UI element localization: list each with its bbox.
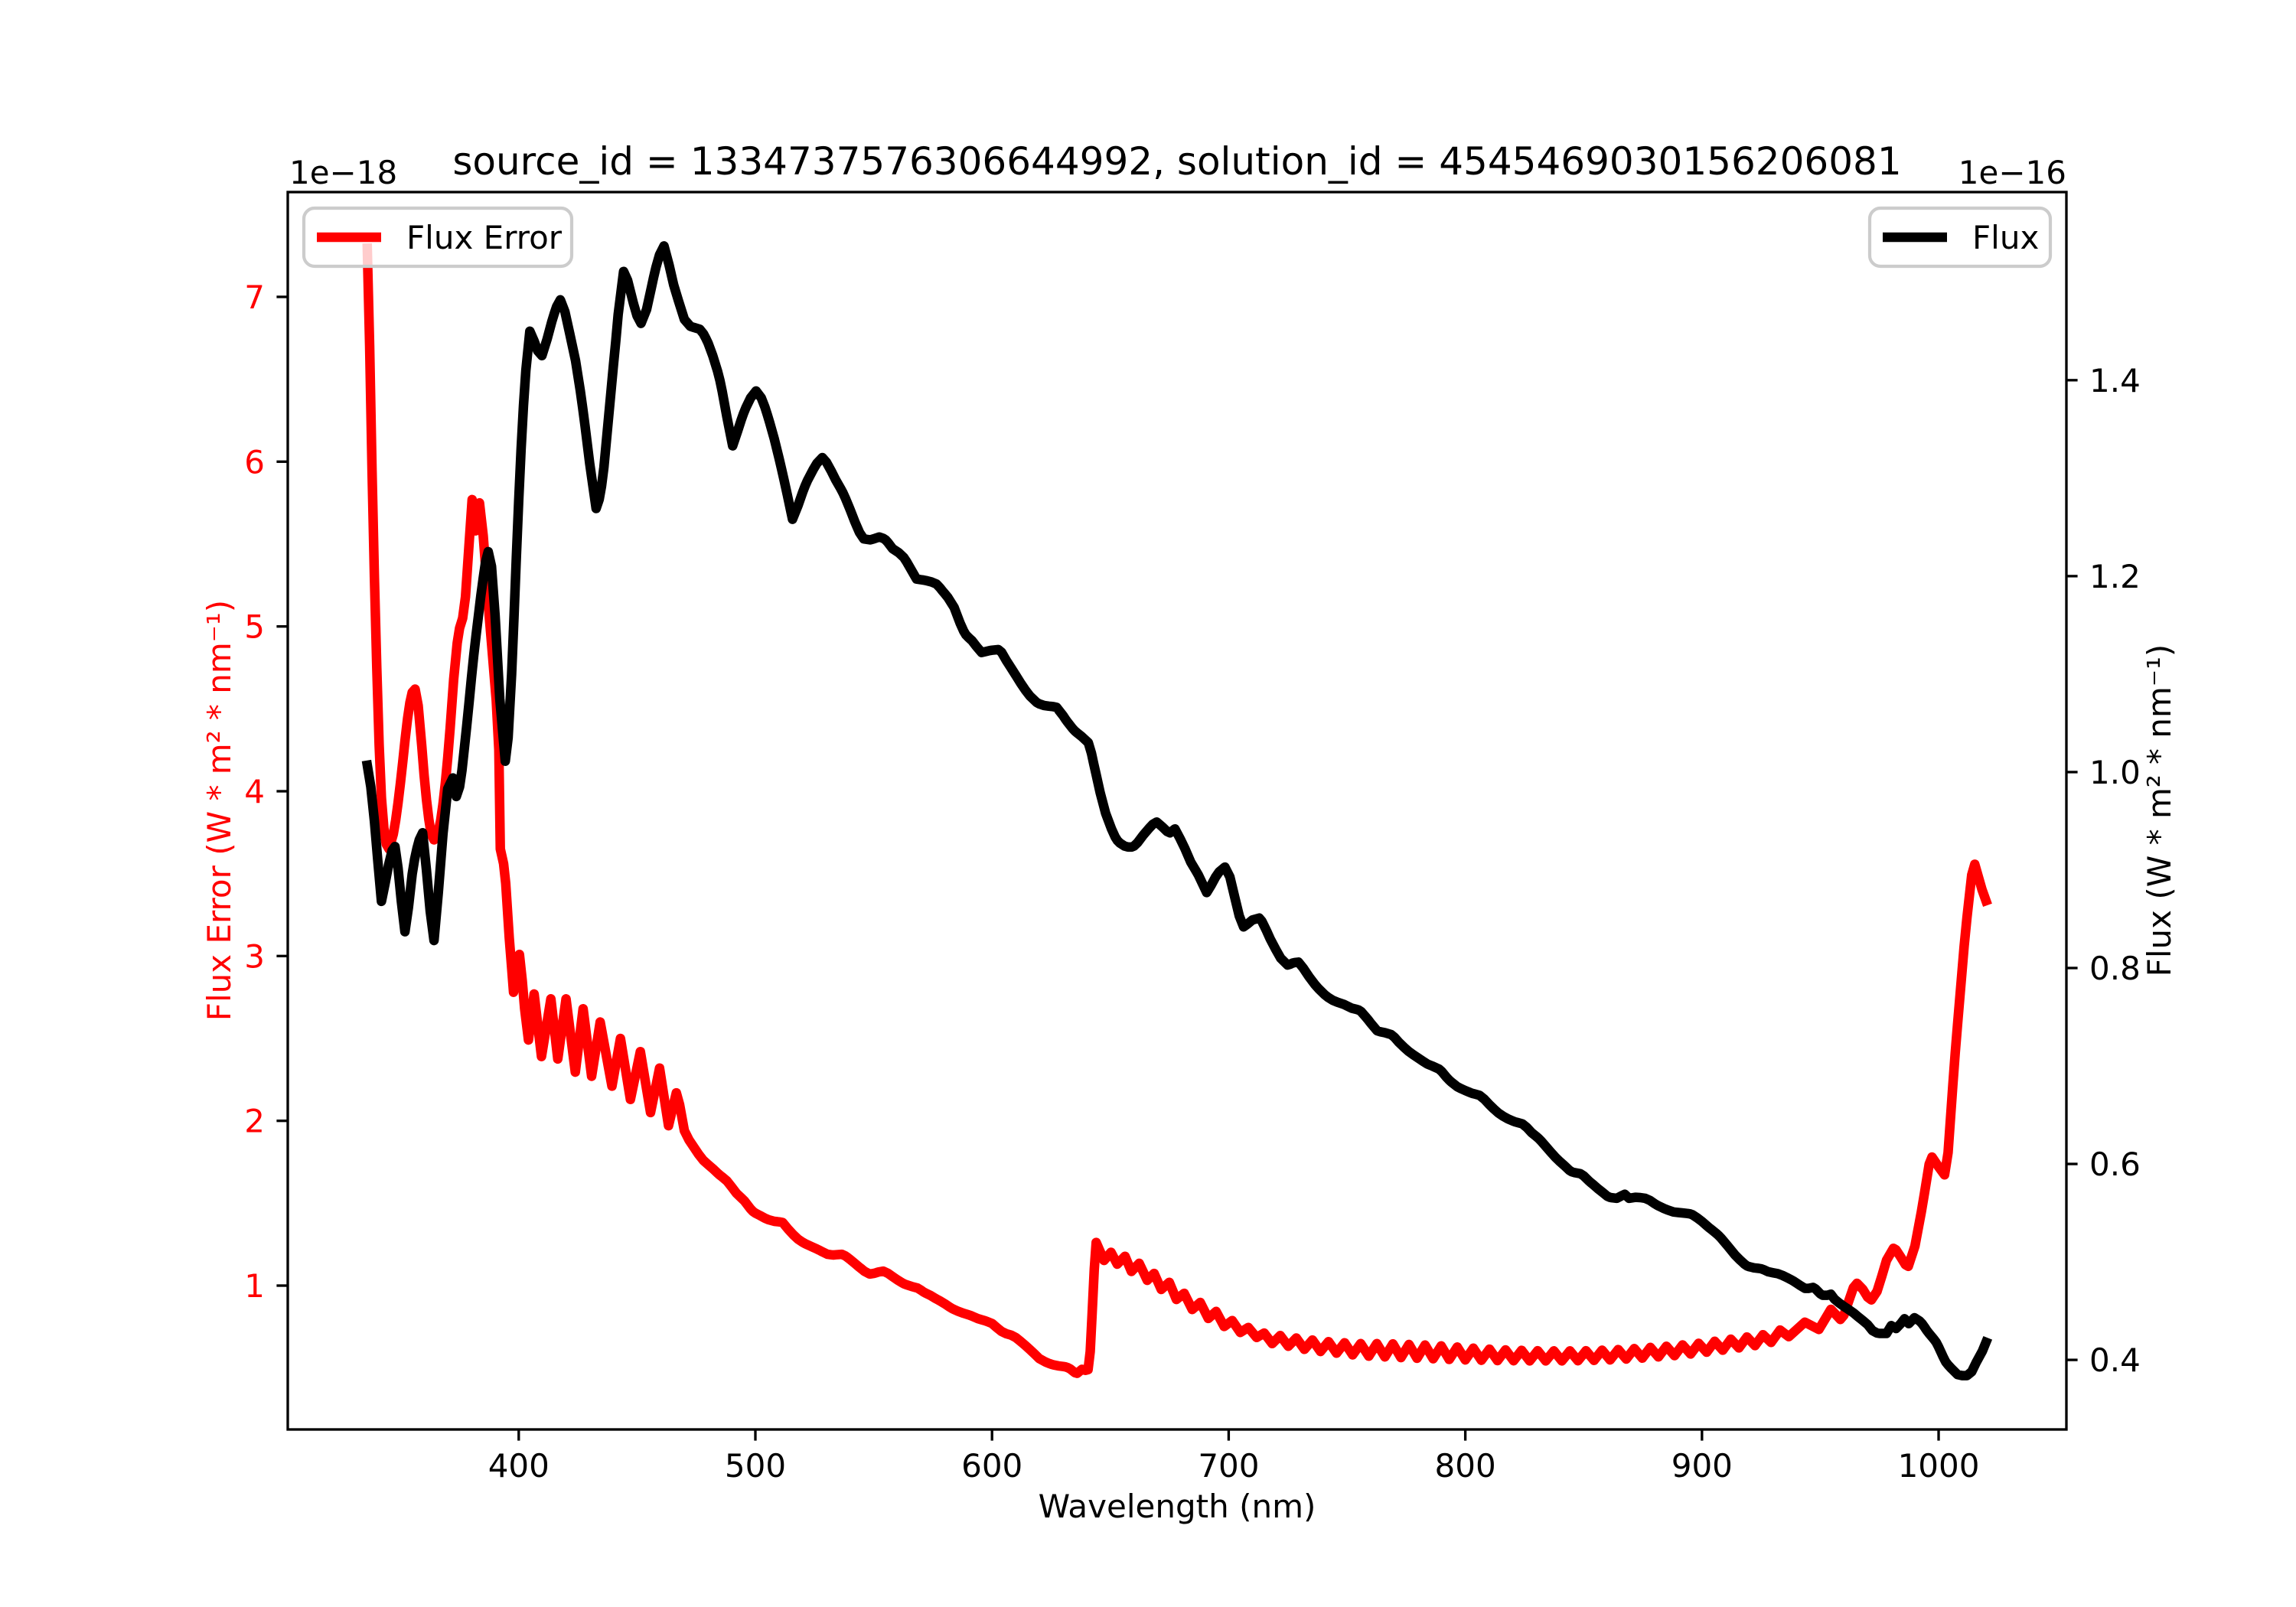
y-tick-label-left: 5: [244, 608, 265, 646]
y-tick-label-left: 2: [244, 1103, 265, 1140]
y-axis-label-right: Flux (W * m² * nm⁻¹): [2141, 644, 2178, 977]
x-tick-label: 900: [1671, 1447, 1733, 1485]
x-tick-label: 400: [488, 1447, 550, 1485]
y-tick-label-right: 0.4: [2089, 1341, 2141, 1379]
chart-title: source_id = 1334737576306644992, solutio…: [452, 139, 1901, 184]
y-tick-label-left: 4: [244, 773, 265, 810]
x-axis-label: Wavelength (nm): [1039, 1488, 1316, 1525]
legend-flux-box: [1867, 206, 2053, 269]
legend-flux-error: Flux Error: [302, 206, 574, 269]
y-axis-label-left: Flux Error (W * m² * nm⁻¹): [201, 600, 238, 1021]
x-tick-label: 600: [961, 1447, 1022, 1485]
offset-text-right: 1e−16: [1958, 154, 2066, 191]
x-tick-label: 800: [1435, 1447, 1496, 1485]
offset-text-left: 1e−18: [289, 154, 397, 191]
axes-frame: [286, 191, 2068, 1431]
y-tick-label-left: 1: [244, 1267, 265, 1305]
x-ticks: 400 500 600 700 800 900 1000: [488, 1429, 1980, 1485]
legend-flux-label: Flux: [1972, 219, 2039, 256]
y-tick-label-left: 6: [244, 443, 265, 481]
legend-flux-error-label: Flux Error: [406, 219, 563, 256]
x-tick-label: 1000: [1898, 1447, 1980, 1485]
y-ticks-right: 0.4 0.6 0.8 1.0 1.2 1.4: [2066, 362, 2141, 1379]
legend-flux: Flux: [1867, 206, 2053, 269]
y-tick-label-left: 3: [244, 937, 265, 975]
y-tick-label-right: 0.6: [2089, 1146, 2141, 1183]
y-tick-label-right: 1.0: [2089, 754, 2141, 791]
curves-layer: [361, 241, 1993, 1380]
y-tick-label-right: 0.8: [2089, 950, 2141, 987]
y-ticks-left: 1 2 3 4 5 6 7: [244, 279, 288, 1305]
x-tick-label: 700: [1198, 1447, 1259, 1485]
y-tick-label-left: 7: [244, 279, 265, 316]
y-tick-label-right: 1.2: [2089, 558, 2141, 595]
flux-curve: [361, 241, 1993, 1380]
flux-error-curve: [362, 243, 1992, 1378]
y-tick-label-right: 1.4: [2089, 362, 2141, 399]
x-tick-label: 500: [725, 1447, 786, 1485]
legend-flux-error-box: [302, 206, 574, 269]
